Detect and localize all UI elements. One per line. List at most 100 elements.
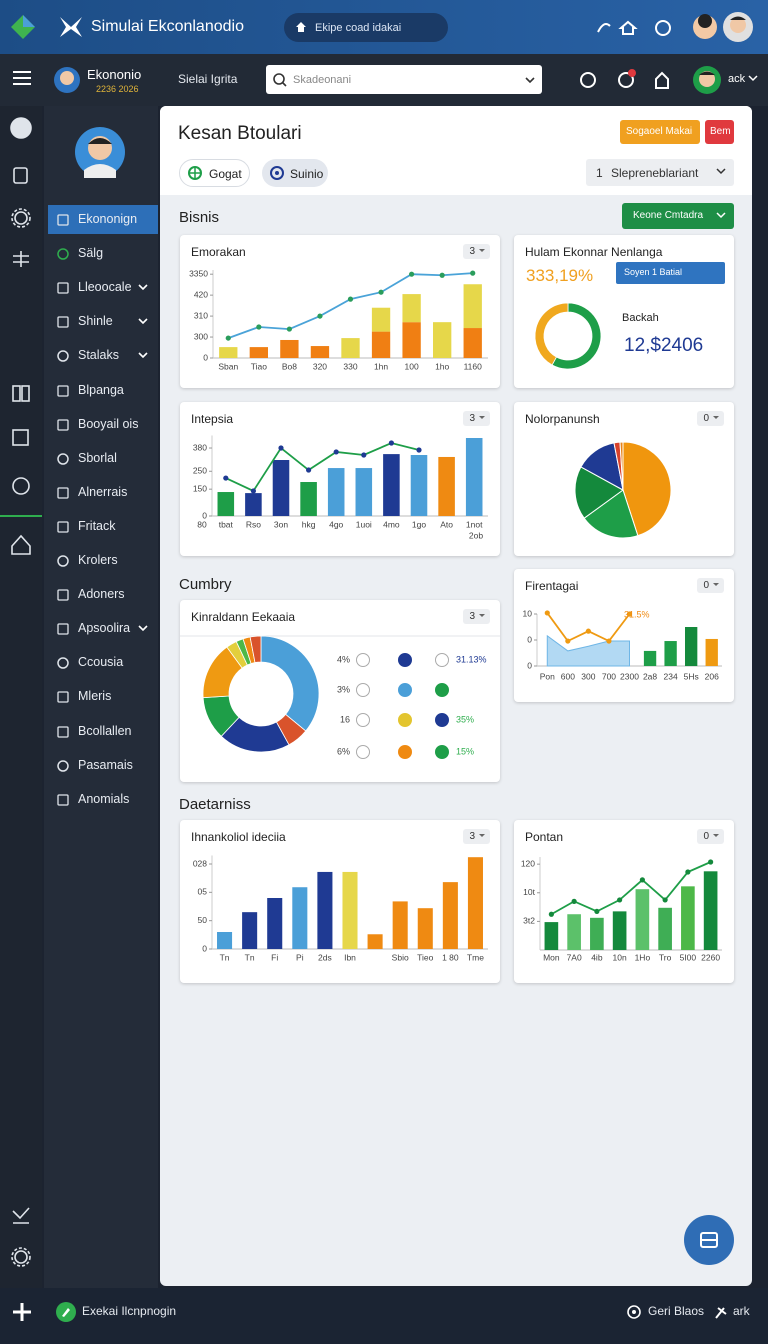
menu-item[interactable]: Mleris xyxy=(48,682,158,711)
menu-item[interactable]: Booyail ois xyxy=(48,410,158,439)
sub-user[interactable]: ack xyxy=(728,73,746,85)
y-tick-label: 0 xyxy=(202,510,207,520)
section-button[interactable] xyxy=(622,203,734,229)
footer-link[interactable]: Geri Blaos xyxy=(648,1304,705,1318)
menu-icon xyxy=(57,657,69,670)
danger-button[interactable] xyxy=(705,120,734,144)
footer-user[interactable]: ark xyxy=(733,1304,750,1318)
section-title: Cumbry xyxy=(179,576,232,593)
y-tick-label: 0 xyxy=(203,352,208,362)
y-tick-label: 0 xyxy=(202,943,207,953)
tab[interactable] xyxy=(262,159,328,187)
bar xyxy=(317,871,333,949)
line-marker xyxy=(378,289,384,295)
chart-badge[interactable]: 0 xyxy=(697,578,724,593)
y-tick-label: 380 xyxy=(193,442,207,452)
footer xyxy=(0,1288,768,1344)
menu-item[interactable]: Anomials xyxy=(48,785,158,814)
chart-badge[interactable]: 3 xyxy=(463,244,490,259)
chart-badge[interactable]: 0 xyxy=(697,829,724,844)
chart-badge[interactable]: 0 xyxy=(697,411,724,426)
slice xyxy=(583,489,639,539)
menu-item[interactable]: Ekononign xyxy=(48,205,158,234)
bar xyxy=(371,307,391,332)
x-tick-label: 234 xyxy=(664,671,678,681)
menu-item[interactable]: Sälg xyxy=(48,239,158,268)
bar xyxy=(327,468,345,516)
rail-icons[interactable] xyxy=(0,106,42,1286)
y-tick-label: 300 xyxy=(194,331,208,341)
user-avatar[interactable] xyxy=(53,66,81,94)
menu-caret xyxy=(138,625,148,632)
y-tick-label: 0 xyxy=(527,634,532,644)
x-tick-label: Sban xyxy=(218,361,238,371)
menu-icon[interactable] xyxy=(12,70,32,86)
legend-label: 16 xyxy=(340,714,350,724)
x-tick-label: 5I00 xyxy=(680,952,697,962)
bar xyxy=(341,338,360,358)
menu-item[interactable]: Shinle xyxy=(48,307,158,336)
line-marker xyxy=(585,628,591,634)
menu-item[interactable]: Ccousia xyxy=(48,648,158,677)
bar xyxy=(367,934,383,949)
menu-item[interactable]: Adoners xyxy=(48,580,158,609)
slice xyxy=(574,466,624,519)
sub-icons[interactable] xyxy=(578,68,674,92)
menu-icon xyxy=(57,384,69,397)
footer-right-icons[interactable] xyxy=(626,1303,736,1321)
menu-item[interactable]: Fritack xyxy=(48,512,158,541)
top-avatars[interactable] xyxy=(690,11,756,45)
footer-icons[interactable] xyxy=(12,1301,78,1323)
select[interactable] xyxy=(586,159,734,186)
bar xyxy=(280,339,299,358)
search-box[interactable] xyxy=(284,13,448,42)
menu-icon-shape xyxy=(57,418,69,431)
menu-item[interactable]: Bcollallen xyxy=(48,717,158,746)
card-button[interactable]: Soyen 1 Batial xyxy=(616,262,725,284)
search-field[interactable] xyxy=(266,65,542,94)
sub-caret xyxy=(748,75,758,82)
legend-marker xyxy=(435,683,449,697)
line-marker xyxy=(388,440,394,446)
sub-link[interactable]: Sielai Igrita xyxy=(178,72,238,86)
slice xyxy=(534,302,569,366)
menu-icon xyxy=(57,623,69,635)
menu-item[interactable]: Alnerrais xyxy=(48,478,158,507)
menu-item[interactable]: Lleoocale xyxy=(48,273,158,302)
x-tick-label: Ibn xyxy=(344,952,356,962)
card-button-label: Soyen 1 Batial xyxy=(624,267,683,277)
slice xyxy=(260,635,320,732)
chart-badge[interactable]: 3 xyxy=(463,411,490,426)
x-tick-label: 1ho xyxy=(435,361,449,371)
menu-item[interactable]: Blpanga xyxy=(48,376,158,405)
y-tick-label: 50 xyxy=(198,915,208,925)
menu-item[interactable]: Sborlal xyxy=(48,444,158,473)
bar xyxy=(355,468,373,516)
menu-item[interactable]: Pasamais xyxy=(48,751,158,780)
line-marker xyxy=(639,877,645,883)
menu-label: Anomials xyxy=(78,791,130,806)
chart-badge[interactable]: 3 xyxy=(463,829,490,844)
chart-badge[interactable]: 3 xyxy=(463,609,490,624)
x-tick-label: 1hn xyxy=(374,361,388,371)
menu-item[interactable]: Krolers xyxy=(48,546,158,575)
bar xyxy=(417,908,433,949)
line xyxy=(225,442,420,493)
line-marker xyxy=(565,638,571,644)
chart: 0 0 10 Pon 600 300 700 2300 2a8 234 5Hs 206 31.5% xyxy=(523,608,722,681)
top-icons[interactable] xyxy=(594,18,678,38)
menu-item[interactable]: Apsoolira xyxy=(48,614,158,643)
bar xyxy=(371,331,391,358)
bar xyxy=(300,482,317,516)
primary-button[interactable] xyxy=(620,120,700,144)
sub-avatar[interactable] xyxy=(692,65,722,95)
footer-text: Exekai Ilcnpnogin xyxy=(82,1304,177,1318)
chart-card: Nolorpanunsh 0 xyxy=(514,402,734,556)
app-icon xyxy=(60,17,82,37)
menu-label: Pasamais xyxy=(78,757,133,772)
menu-icon xyxy=(57,589,69,601)
line-marker xyxy=(317,313,323,319)
menu-item[interactable]: Stalaks xyxy=(48,341,158,370)
fab[interactable] xyxy=(684,1215,734,1265)
line xyxy=(546,612,631,643)
